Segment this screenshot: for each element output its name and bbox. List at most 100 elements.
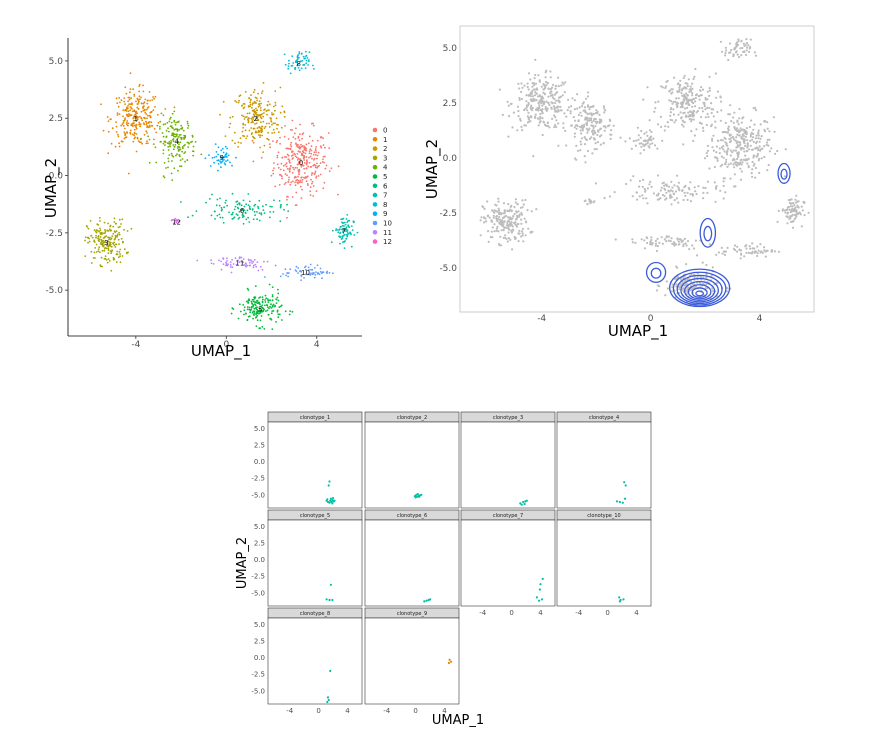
cluster-5-point <box>275 302 278 304</box>
cluster-2-point <box>272 128 275 131</box>
legend-label: 6 <box>383 182 388 190</box>
background-point <box>691 94 694 97</box>
background-point <box>517 115 520 118</box>
cluster-1-point <box>127 110 130 113</box>
cluster-2-point <box>242 134 244 137</box>
legend-swatch <box>372 220 378 226</box>
cluster-1-point <box>133 131 136 134</box>
cluster-0-point <box>285 156 288 159</box>
cluster-1-point <box>146 107 149 109</box>
cluster-6-point <box>245 218 248 221</box>
cluster-8-point <box>288 62 290 65</box>
cluster-0-point <box>328 147 331 150</box>
background-point <box>800 205 803 208</box>
cluster-3-point <box>121 255 124 257</box>
background-point <box>722 184 725 188</box>
background-point <box>749 135 752 138</box>
cluster-3-point <box>111 249 113 252</box>
background-point <box>692 110 695 113</box>
cluster-3-point <box>99 220 101 222</box>
cluster-8-point <box>298 51 301 53</box>
cluster-7-point <box>345 218 348 220</box>
background-point <box>737 38 740 41</box>
cluster-6-point <box>243 209 246 212</box>
background-point <box>588 200 591 203</box>
background-point <box>743 130 746 133</box>
cluster-4-point <box>170 140 173 142</box>
cluster-1-point <box>126 120 129 122</box>
cluster-3-point <box>90 262 93 264</box>
background-point <box>560 84 563 87</box>
cluster-9-point <box>224 145 227 148</box>
background-point <box>731 135 734 138</box>
background-point <box>686 240 690 243</box>
cluster-8-point <box>306 57 309 59</box>
background-point <box>526 86 529 89</box>
cluster-3-point <box>104 230 107 233</box>
cluster-0-point <box>299 160 302 163</box>
cluster-7-point <box>346 214 349 216</box>
cluster-4-point <box>163 176 166 179</box>
background-point <box>492 214 495 217</box>
cluster-6-point <box>235 213 238 216</box>
background-point <box>493 211 496 214</box>
background-point <box>630 147 633 150</box>
cluster-2-point <box>271 112 273 114</box>
cluster-9-point <box>220 149 223 152</box>
background-point <box>520 218 523 221</box>
background-point <box>534 88 537 91</box>
cluster-6-point <box>256 211 258 213</box>
y-tick-label: 0.0 <box>443 154 458 164</box>
cluster-3-point <box>91 236 94 239</box>
cluster-2-point <box>270 120 273 123</box>
cluster-0-point <box>298 147 301 150</box>
background-point <box>773 250 777 253</box>
cluster-2-point <box>259 97 262 99</box>
background-point <box>752 128 755 131</box>
cluster-2-point <box>264 108 266 111</box>
cluster-1-point <box>117 133 119 136</box>
cluster-5-point <box>263 308 265 311</box>
cluster-2-point <box>260 125 263 128</box>
cluster-7-point <box>335 228 338 230</box>
cluster-4-point <box>139 138 142 141</box>
cluster-1-point <box>142 122 145 124</box>
background-point <box>549 87 553 91</box>
cluster-7-point <box>351 229 354 232</box>
background-point <box>565 115 568 118</box>
background-point <box>524 234 527 237</box>
background-point <box>677 243 680 246</box>
cluster-3-point <box>87 241 89 244</box>
background-point <box>507 216 510 219</box>
background-point <box>679 79 682 82</box>
cluster-1-point <box>129 106 132 108</box>
cluster-1-point <box>142 84 145 87</box>
cluster-1-point <box>136 103 139 105</box>
cluster-2-point <box>246 116 248 118</box>
background-point <box>776 149 779 153</box>
background-point <box>682 76 685 80</box>
cluster-5-point <box>256 310 258 313</box>
cluster-10-point <box>310 272 312 275</box>
background-point <box>675 265 678 268</box>
background-point <box>573 99 577 102</box>
background-point <box>650 130 653 134</box>
cluster-10-point <box>316 273 319 275</box>
background-point <box>681 119 684 122</box>
cluster-2-point <box>250 117 253 120</box>
background-point <box>714 187 718 190</box>
cluster-1-point <box>156 113 159 116</box>
background-point <box>717 139 720 142</box>
background-point <box>687 115 690 118</box>
cluster-0-point <box>295 156 298 159</box>
cluster-3-point <box>103 244 105 246</box>
background-point <box>646 187 650 190</box>
cluster-6-point <box>216 198 219 201</box>
cluster-10-point <box>285 274 287 277</box>
cluster-4-point <box>177 120 180 123</box>
background-point <box>684 95 687 98</box>
cluster-5-point <box>264 301 267 303</box>
background-point <box>660 85 663 88</box>
cluster-10-point <box>300 279 302 281</box>
